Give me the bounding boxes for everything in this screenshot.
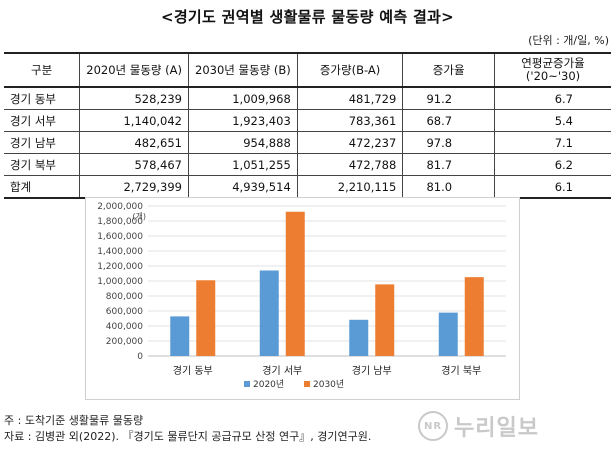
bar-2020 (349, 319, 369, 356)
cell-2030: 4,939,514 (188, 175, 298, 199)
header-2030: 2030년 물동량 (B) (188, 52, 298, 88)
cell-2020: 528,239 (79, 87, 189, 110)
x-tick-label: 경기 남부 (352, 364, 392, 377)
cell-increase: 472,788 (296, 153, 403, 176)
x-tick-label: 경기 북부 (441, 364, 481, 377)
cell-increase: 472,237 (296, 131, 403, 154)
cell-growth-rate: 97.8 (402, 131, 495, 154)
legend-swatch (304, 381, 310, 387)
legend-label: 2030년 (313, 379, 344, 390)
note-line: 주 : 도착기준 생활물류 물동량 (4, 414, 144, 427)
cell-increase: 2,210,115 (296, 175, 403, 199)
header-growth-rate: 증가율 (402, 52, 495, 88)
cell-cagr: 7.1 (494, 131, 611, 154)
header-cagr-period: ('20~'30) (525, 69, 581, 83)
bar-2020 (259, 270, 279, 356)
cell-2030: 1,051,255 (188, 153, 298, 176)
cell-region: 합계 (4, 175, 80, 199)
cell-2030: 954,888 (188, 131, 298, 154)
cell-region: 경기 북부 (4, 153, 80, 176)
header-increase: 증가량(B-A) (296, 52, 403, 88)
cell-increase: 481,729 (296, 87, 403, 110)
bar-2030 (464, 277, 484, 356)
bar-2020 (438, 312, 458, 356)
forecast-table: 구분 2020년 물동량 (A) 2030년 물동량 (B) 증가량(B-A) … (4, 52, 611, 199)
footnotes: 주 : 도착기준 생활물류 물동량 자료 : 김병관 외(2022). 『경기도… (4, 413, 371, 445)
header-2020: 2020년 물동량 (A) (79, 52, 189, 88)
y-tick-label: 1,600,000 (97, 232, 143, 242)
legend-swatch (244, 381, 250, 387)
unit-note: (단위 : 개/일, %) (528, 34, 609, 47)
y-tick-label: 400,000 (106, 322, 143, 332)
y-tick-label: 0 (137, 352, 143, 362)
page-title: <경기도 권역별 생활물류 물동량 예측 결과> (160, 8, 455, 26)
table-row: 경기 남부 482,651 954,888 472,237 97.8 7.1 (4, 131, 611, 154)
y-tick-label: 800,000 (106, 292, 143, 302)
x-tick-label: 경기 동부 (173, 364, 213, 377)
table-row: 경기 북부 578,467 1,051,255 472,788 81.7 6.2 (4, 153, 611, 176)
cell-2020: 578,467 (79, 153, 189, 176)
watermark-logo-icon: NR (418, 411, 448, 441)
y-tick-label: 1,400,000 (97, 247, 143, 257)
cell-growth-rate: 91.2 (402, 87, 495, 110)
cell-cagr: 5.4 (494, 109, 611, 132)
bar-2030 (196, 280, 216, 356)
watermark: NR 누리일보 (418, 410, 539, 442)
cell-growth-rate: 81.0 (402, 175, 495, 199)
table-total-row: 합계 2,729,399 4,939,514 2,210,115 81.0 6.… (4, 175, 611, 199)
cell-cagr: 6.2 (494, 153, 611, 176)
cell-region: 경기 동부 (4, 87, 80, 110)
source-line: 자료 : 김병관 외(2022). 『경기도 물류단지 공급규모 산정 연구』,… (4, 430, 372, 443)
cell-region: 경기 남부 (4, 131, 80, 154)
table-header-row: 구분 2020년 물동량 (A) 2030년 물동량 (B) 증가량(B-A) … (4, 52, 611, 88)
table-row: 경기 동부 528,239 1,009,968 481,729 91.2 6.7 (4, 87, 611, 110)
bar-2030 (285, 211, 305, 356)
legend-label: 2020년 (253, 379, 284, 390)
header-region: 구분 (4, 52, 80, 88)
cell-growth-rate: 68.7 (402, 109, 495, 132)
y-axis-unit-label: (개) (132, 211, 146, 221)
bar-chart: 0 200,000 400,000 600,000 800,000 1,000,000 1,… (85, 197, 520, 400)
bar-2030 (375, 284, 395, 356)
cell-region: 경기 서부 (4, 109, 80, 132)
bar-2020 (170, 316, 190, 356)
cell-2030: 1,923,403 (188, 109, 298, 132)
bar-chart-svg: 0 200,000 400,000 600,000 800,000 1,000,000 1,… (97, 202, 506, 390)
cell-growth-rate: 81.7 (402, 153, 495, 176)
header-cagr: 연평균증가율 ('20~'30) (494, 52, 611, 88)
cell-2020: 1,140,042 (79, 109, 189, 132)
y-tick-label: 2,000,000 (97, 202, 143, 212)
table-row: 경기 서부 1,140,042 1,923,403 783,361 68.7 5… (4, 109, 611, 132)
y-tick-label: 1,000,000 (97, 277, 143, 287)
cell-2030: 1,009,968 (188, 87, 298, 110)
cell-increase: 783,361 (296, 109, 403, 132)
x-tick-label: 경기 서부 (262, 364, 302, 377)
y-tick-label: 1,200,000 (97, 262, 143, 272)
watermark-text: 누리일보 (454, 416, 539, 441)
y-tick-label: 1,800,000 (97, 217, 143, 227)
y-tick-label: 200,000 (106, 337, 143, 347)
cell-cagr: 6.7 (494, 87, 611, 110)
cell-cagr: 6.1 (494, 175, 611, 199)
cell-2020: 2,729,399 (79, 175, 189, 199)
cell-2020: 482,651 (79, 131, 189, 154)
y-tick-label: 600,000 (106, 307, 143, 317)
header-cagr-label: 연평균증가율 (521, 56, 585, 70)
